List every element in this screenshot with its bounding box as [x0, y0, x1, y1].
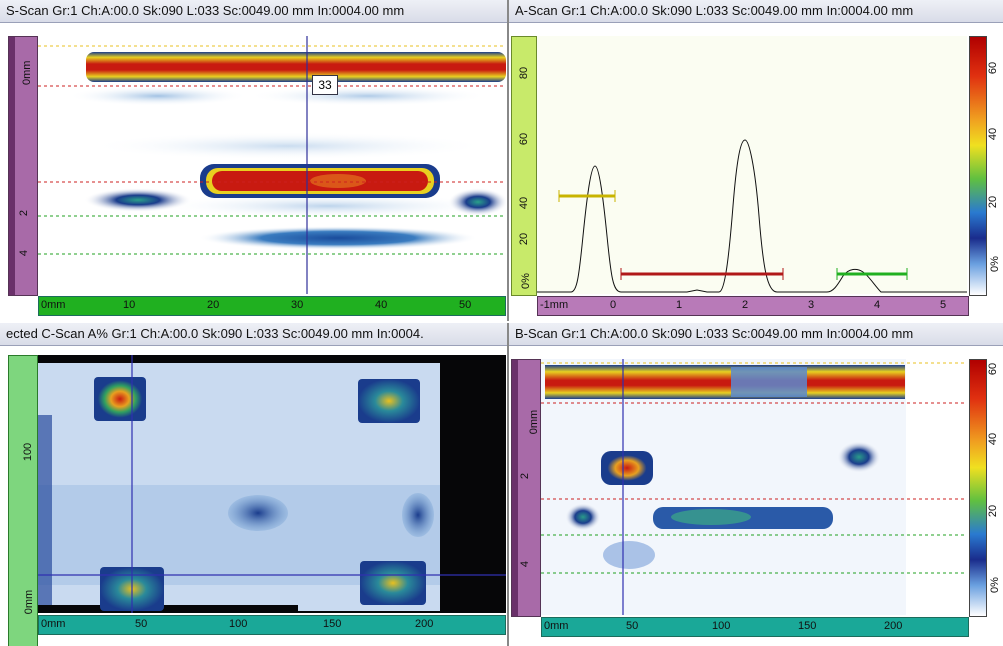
sscan-cursor-label: 33 [312, 75, 338, 95]
bscan-htick-0: 0mm [544, 620, 569, 632]
ascan-amp-tick-2: 40 [518, 196, 531, 210]
ascan-title: A-Scan Gr:1 Ch:A:00.0 Sk:090 L:033 Sc:00… [509, 0, 1003, 23]
sscan-depth-ruler[interactable]: 0mm 2 4 [8, 36, 38, 296]
bscan-title: B-Scan Gr:1 Ch:A:00.0 Sk:090 L:033 Sc:00… [509, 323, 1003, 346]
sscan-htick-5: 50 [459, 299, 472, 311]
cscan-vtick-0: 100 [22, 442, 35, 462]
cscan-index-ruler[interactable]: 0mm 50 100 150 200 [38, 615, 506, 635]
sscan-htick-3: 30 [291, 299, 304, 311]
cscan-title: ected C-Scan A% Gr:1 Ch:A:00.0 Sk:090 L:… [0, 323, 507, 346]
ascan-amp-tick-4: 0% [519, 273, 532, 289]
bscan-depth-ruler[interactable]: 0mm 2 4 [511, 359, 541, 617]
cscan-htick-3: 150 [323, 618, 342, 630]
bscan-index-ruler[interactable]: 0mm 50 100 150 200 [541, 617, 969, 637]
ascan-htick-5: 4 [874, 299, 881, 311]
bscan-panel[interactable]: B-Scan Gr:1 Ch:A:00.0 Sk:090 L:033 Sc:00… [509, 323, 1003, 646]
bscan-htick-1: 50 [626, 620, 639, 632]
sscan-htick-4: 40 [375, 299, 388, 311]
bscan-htick-2: 100 [712, 620, 731, 632]
bscan-htick-3: 150 [798, 620, 817, 632]
bscan-htick-4: 200 [884, 620, 903, 632]
bscan-scale-tick-2: 20 [987, 504, 1000, 518]
ascan-waveform[interactable] [537, 36, 967, 294]
ascan-amp-tick-1: 60 [518, 132, 531, 146]
sscan-image[interactable] [38, 36, 506, 294]
ascan-amplitude-ruler[interactable]: 80 60 40 20 0% [511, 36, 537, 296]
cscan-panel[interactable]: ected C-Scan A% Gr:1 Ch:A:00.0 Sk:090 L:… [0, 323, 509, 646]
ascan-time-ruler[interactable]: -1mm 0 1 2 3 4 5 [537, 296, 969, 316]
bscan-vtick-1: 2 [519, 472, 532, 480]
cscan-vtick-1: 0mm [23, 589, 36, 615]
ascan-htick-2: 1 [676, 299, 683, 311]
sscan-panel[interactable]: S-Scan Gr:1 Ch:A:00.0 Sk:090 L:033 Sc:00… [0, 0, 509, 321]
ascan-htick-0: -1mm [540, 299, 569, 311]
ascan-htick-1: 0 [610, 299, 617, 311]
bscan-vtick-0: 0mm [528, 409, 541, 435]
bscan-scale-tick-1: 40 [987, 432, 1000, 446]
sscan-index-ruler[interactable]: 0mm 10 20 30 40 50 [38, 296, 506, 316]
ascan-scale-tick-3: 0% [988, 256, 1001, 272]
cscan-scan-ruler[interactable]: 100 0mm [8, 355, 38, 646]
ascan-htick-4: 3 [808, 299, 815, 311]
cscan-image[interactable] [38, 355, 506, 613]
bscan-scale-tick-0: 60 [987, 362, 1000, 376]
cscan-htick-1: 50 [135, 618, 148, 630]
bscan-vtick-2: 4 [519, 560, 532, 568]
sscan-htick-2: 20 [207, 299, 220, 311]
sscan-title: S-Scan Gr:1 Ch:A:00.0 Sk:090 L:033 Sc:00… [0, 0, 507, 23]
ascan-scale-tick-1: 40 [987, 127, 1000, 141]
bscan-image[interactable] [541, 359, 967, 615]
ascan-htick-3: 2 [742, 299, 749, 311]
sscan-htick-1: 10 [123, 299, 136, 311]
ascan-scale-tick-2: 20 [987, 195, 1000, 209]
ascan-amp-tick-0: 80 [518, 66, 531, 80]
bscan-color-scale [969, 359, 987, 617]
ascan-scale-tick-0: 60 [987, 61, 1000, 75]
sscan-vtick-1: 2 [18, 209, 31, 217]
sscan-htick-0: 0mm [41, 299, 66, 311]
ascan-color-scale [969, 36, 987, 296]
bscan-scale-tick-3: 0% [988, 577, 1001, 593]
sscan-vtick-0: 0mm [21, 60, 33, 85]
sscan-vtick-2: 4 [18, 249, 31, 257]
cscan-htick-0: 0mm [41, 618, 66, 630]
ascan-panel[interactable]: A-Scan Gr:1 Ch:A:00.0 Sk:090 L:033 Sc:00… [509, 0, 1003, 321]
ascan-htick-6: 5 [940, 299, 947, 311]
ascan-amp-tick-3: 20 [518, 232, 531, 246]
cscan-htick-2: 100 [229, 618, 248, 630]
cscan-htick-4: 200 [415, 618, 434, 630]
